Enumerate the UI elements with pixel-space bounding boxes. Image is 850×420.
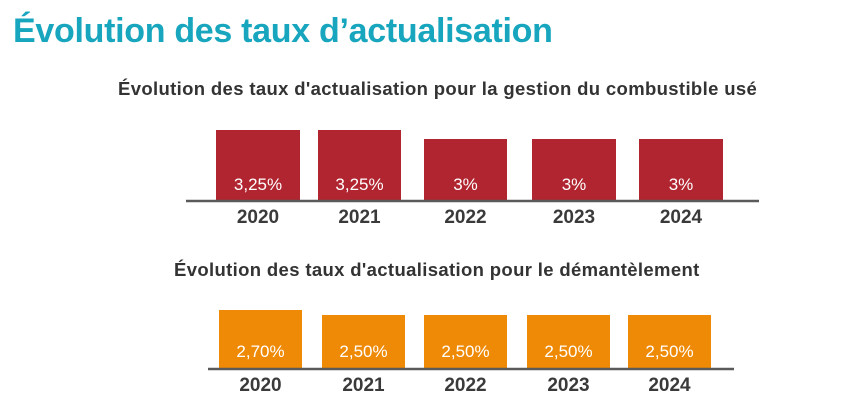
x-tick-label: 2024 — [648, 375, 691, 396]
chart-title-combustible: Évolution des taux d'actualisation pour … — [118, 78, 758, 99]
x-tick-label: 2020 — [239, 375, 281, 396]
x-tick-label: 2022 — [444, 375, 486, 396]
bar-2024 — [639, 139, 723, 200]
bar-2022 — [424, 139, 507, 200]
bar-value-label: 2,50% — [441, 342, 489, 361]
bar-2020 — [216, 130, 300, 200]
x-tick-label: 2023 — [547, 375, 589, 396]
x-tick-label: 2022 — [444, 207, 486, 228]
bar-value-label: 3,25% — [335, 175, 383, 194]
bar-value-label: 3% — [562, 175, 587, 194]
bar-value-label: 3,25% — [234, 175, 282, 194]
bar-value-label: 2,50% — [544, 342, 592, 361]
x-tick-label: 2024 — [660, 207, 703, 228]
bar-value-label: 3% — [453, 175, 478, 194]
x-tick-label: 2021 — [342, 375, 385, 396]
chart-title-demantelement: Évolution des taux d'actualisation pour … — [174, 259, 700, 280]
bar-value-label: 2,70% — [236, 342, 284, 361]
bar-2021 — [322, 315, 405, 368]
bar-value-label: 2,50% — [645, 342, 693, 361]
page-title: Évolution des taux d’actualisation — [13, 12, 553, 50]
x-tick-label: 2023 — [553, 207, 595, 228]
bar-2023 — [527, 315, 610, 368]
bar-chart-demantelement: 2,70% 2020 2,50% 2021 2,50% 2022 2,50% 2023 2,50… — [208, 310, 734, 396]
bar-value-label: 2,50% — [339, 342, 387, 361]
bar-2023 — [532, 139, 616, 200]
x-tick-label: 2020 — [237, 207, 279, 228]
bar-value-label: 3% — [669, 175, 694, 194]
x-tick-label: 2021 — [338, 207, 381, 228]
bar-2024 — [628, 315, 711, 368]
bar-chart-combustible: 3,25% 2020 3,25% 2021 3% 2022 3% 2023 3% 2024 — [186, 130, 759, 228]
bar-2022 — [424, 315, 507, 368]
bar-2021 — [318, 130, 401, 200]
bar-2020 — [219, 310, 302, 368]
